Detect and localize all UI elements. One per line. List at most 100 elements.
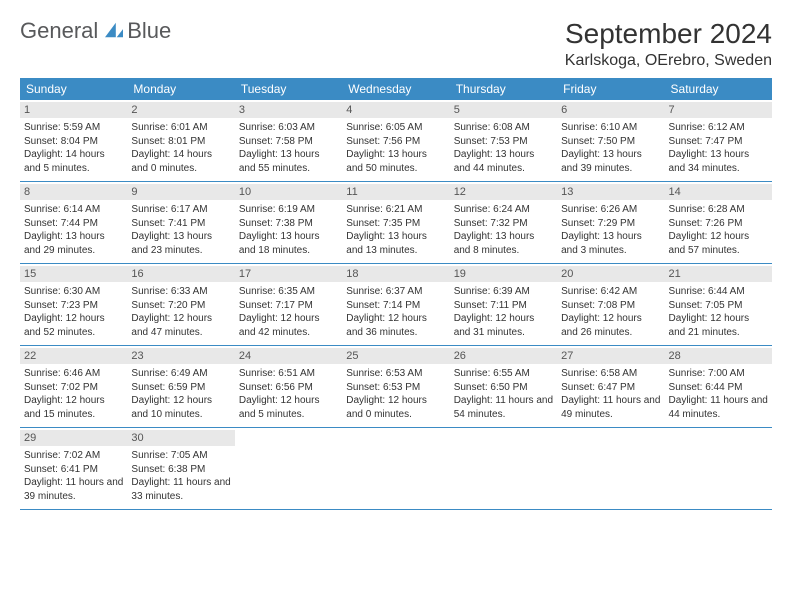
day-info: Sunrise: 6:28 AMSunset: 7:26 PMDaylight:… (669, 203, 768, 257)
weekday-label: Saturday (665, 78, 772, 100)
day-number: 27 (557, 348, 664, 364)
day-cell: 11 Sunrise: 6:21 AMSunset: 7:35 PMDayligh… (342, 182, 449, 263)
day-cell: . (557, 428, 664, 509)
day-number: 29 (20, 430, 127, 446)
day-info: Sunrise: 6:39 AMSunset: 7:11 PMDaylight:… (454, 285, 553, 339)
day-number: 18 (342, 266, 449, 282)
day-cell: 2Sunrise: 6:01 AMSunset: 8:01 PMDaylight… (127, 100, 234, 181)
day-info: Sunrise: 6:33 AMSunset: 7:20 PMDaylight:… (131, 285, 230, 339)
day-number: 4 (342, 102, 449, 118)
day-number: 22 (20, 348, 127, 364)
day-cell: 22 Sunrise: 6:46 AMSunset: 7:02 PMDayligh… (20, 346, 127, 427)
location: Karlskoga, OErebro, Sweden (565, 52, 772, 70)
day-cell: 9 Sunrise: 6:17 AMSunset: 7:41 PMDaylight… (127, 182, 234, 263)
header: General Blue September 2024 Karlskoga, O… (20, 18, 772, 70)
day-info: Sunrise: 7:02 AMSunset: 6:41 PMDaylight:… (24, 449, 123, 503)
day-number: 24 (235, 348, 342, 364)
day-number: 20 (557, 266, 664, 282)
day-cell: 7 Sunrise: 6:12 AMSunset: 7:47 PMDaylight… (665, 100, 772, 181)
day-number: 21 (665, 266, 772, 282)
day-number: 9 (127, 184, 234, 200)
day-info: Sunrise: 7:00 AMSunset: 6:44 PMDaylight:… (669, 367, 768, 421)
day-number: 19 (450, 266, 557, 282)
day-number: 7 (665, 102, 772, 118)
day-cell: 25Sunrise: 6:53 AMSunset: 6:53 PMDayligh… (342, 346, 449, 427)
day-cell: 16 Sunrise: 6:33 AMSunset: 7:20 PMDayligh… (127, 264, 234, 345)
weekday-label: Monday (127, 78, 234, 100)
day-info: Sunrise: 6:10 AMSunset: 7:50 PMDaylight:… (561, 121, 660, 175)
weekday-label: Wednesday (342, 78, 449, 100)
day-info: Sunrise: 6:26 AMSunset: 7:29 PMDaylight:… (561, 203, 660, 257)
weeks-container: 1Sunrise: 5:59 AMSunset: 8:04 PMDaylight… (20, 100, 772, 510)
day-number: 25 (342, 348, 449, 364)
logo-triangle-icon (105, 22, 123, 38)
day-number: 10 (235, 184, 342, 200)
day-cell: 19 Sunrise: 6:39 AMSunset: 7:11 PMDayligh… (450, 264, 557, 345)
day-number: 5 (450, 102, 557, 118)
weekday-label: Thursday (450, 78, 557, 100)
day-cell: 6 Sunrise: 6:10 AMSunset: 7:50 PMDaylight… (557, 100, 664, 181)
day-number: 13 (557, 184, 664, 200)
day-number: 15 (20, 266, 127, 282)
day-number: 3 (235, 102, 342, 118)
day-info: Sunrise: 6:44 AMSunset: 7:05 PMDaylight:… (669, 285, 768, 339)
day-cell: 30 Sunrise: 7:05 AMSunset: 6:38 PMDayligh… (127, 428, 234, 509)
day-cell: 4 Sunrise: 6:05 AMSunset: 7:56 PMDaylight… (342, 100, 449, 181)
day-cell: 15 Sunrise: 6:30 AMSunset: 7:23 PMDayligh… (20, 264, 127, 345)
day-info: Sunrise: 6:12 AMSunset: 7:47 PMDaylight:… (669, 121, 768, 175)
weekday-label: Sunday (20, 78, 127, 100)
day-number: 8 (20, 184, 127, 200)
day-cell: 13 Sunrise: 6:26 AMSunset: 7:29 PMDayligh… (557, 182, 664, 263)
logo-text-general: General (20, 18, 98, 43)
weekday-label: Friday (557, 78, 664, 100)
week-row: 1Sunrise: 5:59 AMSunset: 8:04 PMDaylight… (20, 100, 772, 182)
calendar: SundayMondayTuesdayWednesdayThursdayFrid… (20, 78, 772, 510)
day-info: Sunrise: 6:37 AMSunset: 7:14 PMDaylight:… (346, 285, 445, 339)
day-info: Sunrise: 6:03 AMSunset: 7:58 PMDaylight:… (239, 121, 338, 175)
day-info: Sunrise: 6:19 AMSunset: 7:38 PMDaylight:… (239, 203, 338, 257)
day-number: 11 (342, 184, 449, 200)
day-info: Sunrise: 6:21 AMSunset: 7:35 PMDaylight:… (346, 203, 445, 257)
day-info: Sunrise: 6:55 AMSunset: 6:50 PMDaylight:… (454, 367, 553, 421)
day-cell: 23Sunrise: 6:49 AMSunset: 6:59 PMDayligh… (127, 346, 234, 427)
day-cell: 5 Sunrise: 6:08 AMSunset: 7:53 PMDaylight… (450, 100, 557, 181)
day-info: Sunrise: 6:46 AMSunset: 7:02 PMDaylight:… (24, 367, 123, 421)
day-cell: . (342, 428, 449, 509)
day-cell: 18 Sunrise: 6:37 AMSunset: 7:14 PMDayligh… (342, 264, 449, 345)
day-info: Sunrise: 6:14 AMSunset: 7:44 PMDaylight:… (24, 203, 123, 257)
day-info: Sunrise: 6:42 AMSunset: 7:08 PMDaylight:… (561, 285, 660, 339)
day-info: Sunrise: 6:24 AMSunset: 7:32 PMDaylight:… (454, 203, 553, 257)
day-info: Sunrise: 6:01 AMSunset: 8:01 PMDaylight:… (131, 121, 230, 175)
day-info: Sunrise: 5:59 AMSunset: 8:04 PMDaylight:… (24, 121, 123, 175)
day-cell: 29 Sunrise: 7:02 AMSunset: 6:41 PMDayligh… (20, 428, 127, 509)
day-cell: 3 Sunrise: 6:03 AMSunset: 7:58 PMDaylight… (235, 100, 342, 181)
day-number: 17 (235, 266, 342, 282)
week-row: 8 Sunrise: 6:14 AMSunset: 7:44 PMDaylight… (20, 182, 772, 264)
day-cell: . (665, 428, 772, 509)
week-row: 15 Sunrise: 6:30 AMSunset: 7:23 PMDayligh… (20, 264, 772, 346)
day-info: Sunrise: 6:30 AMSunset: 7:23 PMDaylight:… (24, 285, 123, 339)
day-cell: 26Sunrise: 6:55 AMSunset: 6:50 PMDayligh… (450, 346, 557, 427)
day-cell: 17Sunrise: 6:35 AMSunset: 7:17 PMDayligh… (235, 264, 342, 345)
day-info: Sunrise: 6:17 AMSunset: 7:41 PMDaylight:… (131, 203, 230, 257)
day-cell: 27 Sunrise: 6:58 AMSunset: 6:47 PMDayligh… (557, 346, 664, 427)
day-number: 16 (127, 266, 234, 282)
day-number: 30 (127, 430, 234, 446)
day-cell: 20 Sunrise: 6:42 AMSunset: 7:08 PMDayligh… (557, 264, 664, 345)
day-number: 28 (665, 348, 772, 364)
week-row: 22 Sunrise: 6:46 AMSunset: 7:02 PMDayligh… (20, 346, 772, 428)
day-cell: . (235, 428, 342, 509)
week-row: 29 Sunrise: 7:02 AMSunset: 6:41 PMDayligh… (20, 428, 772, 510)
day-cell: 12Sunrise: 6:24 AMSunset: 7:32 PMDayligh… (450, 182, 557, 263)
day-info: Sunrise: 6:58 AMSunset: 6:47 PMDaylight:… (561, 367, 660, 421)
title-block: September 2024 Karlskoga, OErebro, Swede… (565, 18, 772, 70)
day-cell: . (450, 428, 557, 509)
day-info: Sunrise: 6:08 AMSunset: 7:53 PMDaylight:… (454, 121, 553, 175)
day-info: Sunrise: 6:49 AMSunset: 6:59 PMDaylight:… (131, 367, 230, 421)
day-number: 6 (557, 102, 664, 118)
day-info: Sunrise: 7:05 AMSunset: 6:38 PMDaylight:… (131, 449, 230, 503)
day-info: Sunrise: 6:05 AMSunset: 7:56 PMDaylight:… (346, 121, 445, 175)
day-info: Sunrise: 6:51 AMSunset: 6:56 PMDaylight:… (239, 367, 338, 421)
day-cell: 1Sunrise: 5:59 AMSunset: 8:04 PMDaylight… (20, 100, 127, 181)
day-cell: 28 Sunrise: 7:00 AMSunset: 6:44 PMDayligh… (665, 346, 772, 427)
